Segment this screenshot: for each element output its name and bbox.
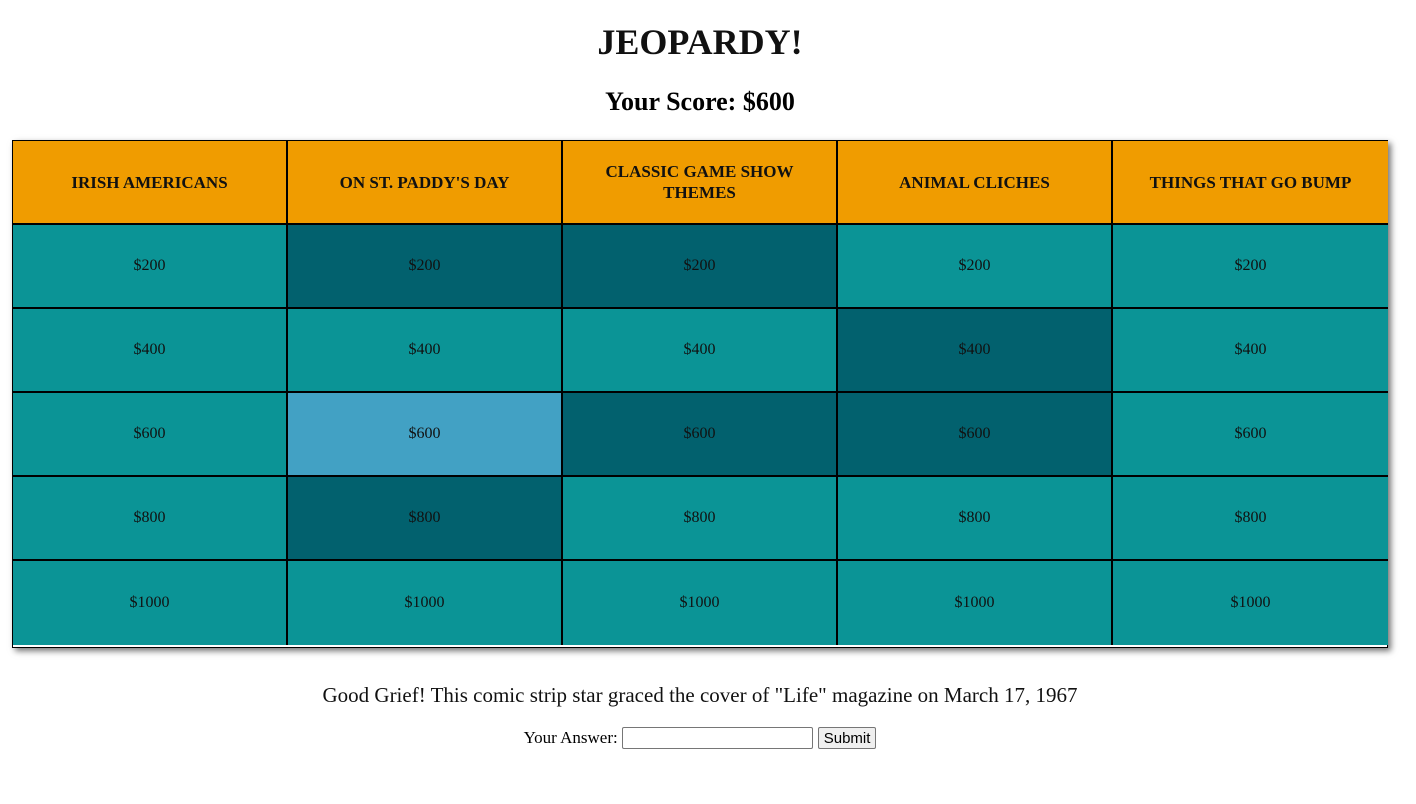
category-header: IRISH AMERICANS <box>13 141 288 225</box>
submit-button[interactable]: Submit <box>817 727 877 749</box>
answer-label: Your Answer: <box>523 728 618 747</box>
clue-cell[interactable]: $800 <box>1113 477 1388 561</box>
clue-cell[interactable]: $1000 <box>288 561 563 645</box>
clue-cell[interactable]: $800 <box>288 477 563 561</box>
clue-cell[interactable]: $1000 <box>838 561 1113 645</box>
clue-cell[interactable]: $400 <box>13 309 288 393</box>
clue-cell[interactable]: $400 <box>838 309 1113 393</box>
clue-cell[interactable]: $400 <box>1113 309 1388 393</box>
answer-input[interactable] <box>621 727 813 749</box>
clue-cell[interactable]: $600 <box>563 393 838 477</box>
answer-form: Your Answer: Submit <box>0 727 1400 749</box>
category-header: ANIMAL CLICHES <box>838 141 1113 225</box>
clue-cell[interactable]: $800 <box>563 477 838 561</box>
question-text: Good Grief! This comic strip star graced… <box>322 683 1078 707</box>
clue-cell[interactable]: $600 <box>838 393 1113 477</box>
clue-cell[interactable]: $600 <box>1113 393 1388 477</box>
score-display: Your Score: $600 <box>605 87 795 116</box>
category-header: THINGS THAT GO BUMP <box>1113 141 1388 225</box>
category-header: CLASSIC GAME SHOW THEMES <box>563 141 838 225</box>
page-title: JEOPARDY! <box>597 22 803 62</box>
clue-cell[interactable]: $200 <box>563 225 838 309</box>
clue-cell[interactable]: $1000 <box>13 561 288 645</box>
clue-cell[interactable]: $200 <box>288 225 563 309</box>
clue-cell[interactable]: $1000 <box>1113 561 1388 645</box>
jeopardy-board: IRISH AMERICANS ON ST. PADDY'S DAY CLASSIC… <box>12 140 1388 648</box>
clue-cell[interactable]: $200 <box>1113 225 1388 309</box>
clue-cell[interactable]: $200 <box>13 225 288 309</box>
clue-cell[interactable]: $600 <box>288 393 563 477</box>
clue-cell[interactable]: $200 <box>838 225 1113 309</box>
clue-cell[interactable]: $400 <box>288 309 563 393</box>
clue-cell[interactable]: $1000 <box>563 561 838 645</box>
clue-cell[interactable]: $800 <box>13 477 288 561</box>
clue-cell[interactable]: $800 <box>838 477 1113 561</box>
clue-cell[interactable]: $400 <box>563 309 838 393</box>
clue-cell[interactable]: $600 <box>13 393 288 477</box>
category-header: ON ST. PADDY'S DAY <box>288 141 563 225</box>
